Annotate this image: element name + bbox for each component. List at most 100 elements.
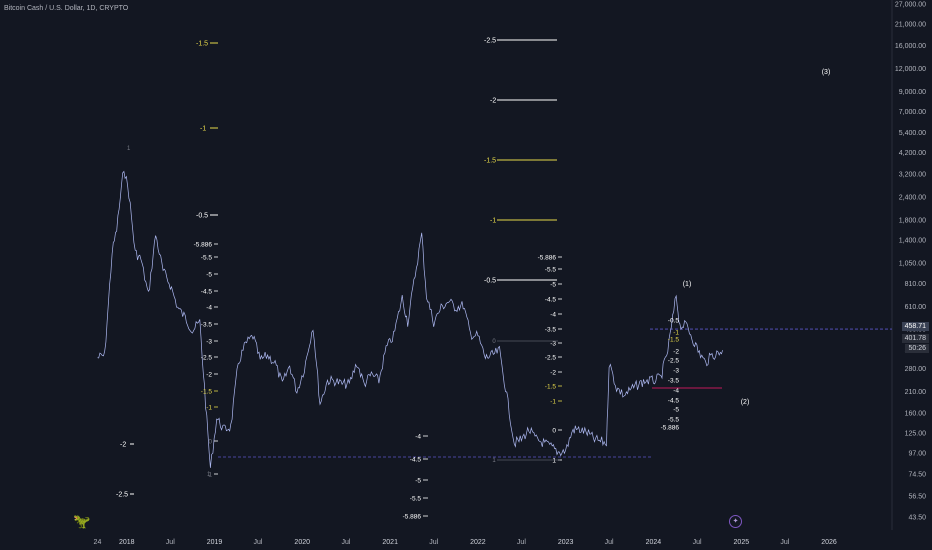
y-tick-label: 610.00 [905, 304, 927, 311]
x-tick-label: Jul [517, 539, 526, 546]
y-tick-label: 9,000.00 [899, 89, 926, 96]
fib-ladder-label: -5.5 [410, 496, 422, 503]
fib-ladder-label: -1.5 [201, 389, 213, 396]
x-tick-label: Jul [429, 539, 438, 546]
fib-ladder-label: -2 [673, 349, 679, 356]
fib-ladder-label: -2.5 [668, 358, 680, 365]
wave-annotation: (3) [822, 69, 831, 76]
second-price-tag: 401.78 [901, 334, 929, 343]
tradingview-dino-icon[interactable]: 🦖 [73, 513, 91, 529]
x-tick-label: 2021 [382, 539, 398, 546]
x-tick-label: 24 [94, 539, 102, 546]
y-tick-label: 43.50 [908, 515, 926, 522]
x-tick-label: Jul [341, 539, 350, 546]
fib-ladder-label: -1.5 [668, 337, 680, 344]
x-tick-label: 2024 [646, 539, 662, 546]
fib-level-label: -1 [200, 126, 206, 133]
fib-ladder-label: -3.5 [545, 327, 557, 334]
y-tick-label: 125.00 [905, 430, 927, 437]
fib-ladder-label: -2.5 [545, 355, 557, 362]
y-tick-label: 27,000.00 [895, 2, 926, 9]
fib-ladder-label: -5.886 [194, 242, 213, 249]
y-tick-label: 56.50 [908, 494, 926, 501]
x-tick-label: Jul [693, 539, 702, 546]
wave-annotation: (1) [683, 281, 692, 288]
y-tick-label: 97.00 [908, 451, 926, 458]
fib-ladder-label: -3.5 [668, 378, 680, 385]
x-tick-label: 2019 [207, 539, 223, 546]
fib-ladder-label: -5.886 [538, 255, 557, 262]
fib-level-label: -2.5 [484, 38, 496, 45]
x-tick-label: Jul [254, 539, 263, 546]
y-tick-label: 1,800.00 [899, 218, 926, 225]
fib-ladder-label: -3 [206, 339, 212, 346]
fib-base-label: 1 [127, 146, 131, 152]
fib-ladder-label: -4.5 [410, 457, 422, 464]
y-tick-label: 4,200.00 [899, 150, 926, 157]
fib-ladder-label: -5 [673, 407, 679, 414]
y-tick-label: 16,000.00 [895, 43, 926, 50]
fib-base-label: 1 [207, 472, 211, 478]
fib-ladder-label: -5 [415, 478, 421, 485]
x-tick-label: Jul [166, 539, 175, 546]
fib-ladder-label: -0.5 [668, 318, 680, 325]
fib-base-label: 0 [492, 339, 496, 345]
y-tick-label: 2,400.00 [899, 195, 926, 202]
y-tick-label: 7,000.00 [899, 109, 926, 116]
fib-ladder-label: -4 [550, 312, 556, 319]
fib-ladder-label: -5.5 [201, 255, 213, 262]
fib-ladder-label: -1 [673, 330, 679, 337]
fib-ladder-label: -4.5 [668, 398, 680, 405]
fib-ladder-label: -1.5 [545, 384, 557, 391]
fib-level-label: -1.5 [196, 41, 208, 48]
y-tick-label: 810.00 [905, 281, 927, 288]
fib-ladder-label: -5.5 [545, 267, 557, 274]
countdown-tag: 50:26 [905, 344, 929, 353]
fib-ladder-label: -1 [206, 405, 212, 412]
fib-ladder-label: 1 [552, 458, 556, 465]
fib-level-label: -2 [490, 98, 496, 105]
fib-level-label: -2 [120, 442, 126, 449]
fib-level-label: -0.5 [484, 278, 496, 285]
fib-ladder-label: -3 [550, 341, 556, 348]
y-tick-label: 3,200.00 [899, 172, 926, 179]
y-tick-label: 12,000.00 [895, 66, 926, 73]
fib-ladder-label: -2 [550, 370, 556, 377]
wave-annotation: (2) [741, 399, 750, 406]
fib-ladder-label: -2.5 [201, 355, 213, 362]
fib-ladder-label: -3 [673, 368, 679, 375]
fib-ladder-label: -4.5 [201, 289, 213, 296]
magic-icon[interactable]: ✦ [729, 515, 742, 528]
x-tick-label: 2020 [294, 539, 310, 546]
y-tick-label: 1,050.00 [899, 261, 926, 268]
fib-ladder-label: -4 [673, 388, 679, 395]
last-price-tag: 458.71 [901, 322, 929, 331]
fib-ladder-label: -5.5 [668, 417, 680, 424]
y-tick-label: 5,400.00 [899, 130, 926, 137]
fib-ladder-label: -4.5 [545, 297, 557, 304]
fib-level-label: -1 [490, 218, 496, 225]
fib-level-label: -1.5 [484, 158, 496, 165]
fib-ladder-label: 1 [208, 472, 212, 479]
fib-ladder-label: 0 [208, 439, 212, 446]
fib-ladder-label: -5 [550, 282, 556, 289]
y-tick-label: 280.00 [905, 366, 927, 373]
y-tick-label: 74.50 [908, 472, 926, 479]
price-series-line [97, 170, 723, 468]
x-tick-label: Jul [605, 539, 614, 546]
fib-level-label: -2.5 [116, 492, 128, 499]
fib-base-label: 1 [492, 458, 496, 464]
fib-level-label: -0.5 [196, 213, 208, 220]
y-tick-label: 210.00 [905, 389, 927, 396]
fib-ladder-label: -5.886 [661, 425, 680, 432]
x-tick-label: 2026 [821, 539, 837, 546]
x-tick-label: 2018 [119, 539, 135, 546]
x-tick-label: 2022 [470, 539, 486, 546]
symbol-title: Bitcoin Cash / U.S. Dollar, 1D, CRYPTO [4, 5, 129, 12]
y-tick-label: 21,000.00 [895, 22, 926, 29]
fib-ladder-label: -1 [550, 399, 556, 406]
x-tick-label: 2025 [734, 539, 750, 546]
fib-ladder-label: -2 [206, 372, 212, 379]
y-tick-label: 160.00 [905, 411, 927, 418]
